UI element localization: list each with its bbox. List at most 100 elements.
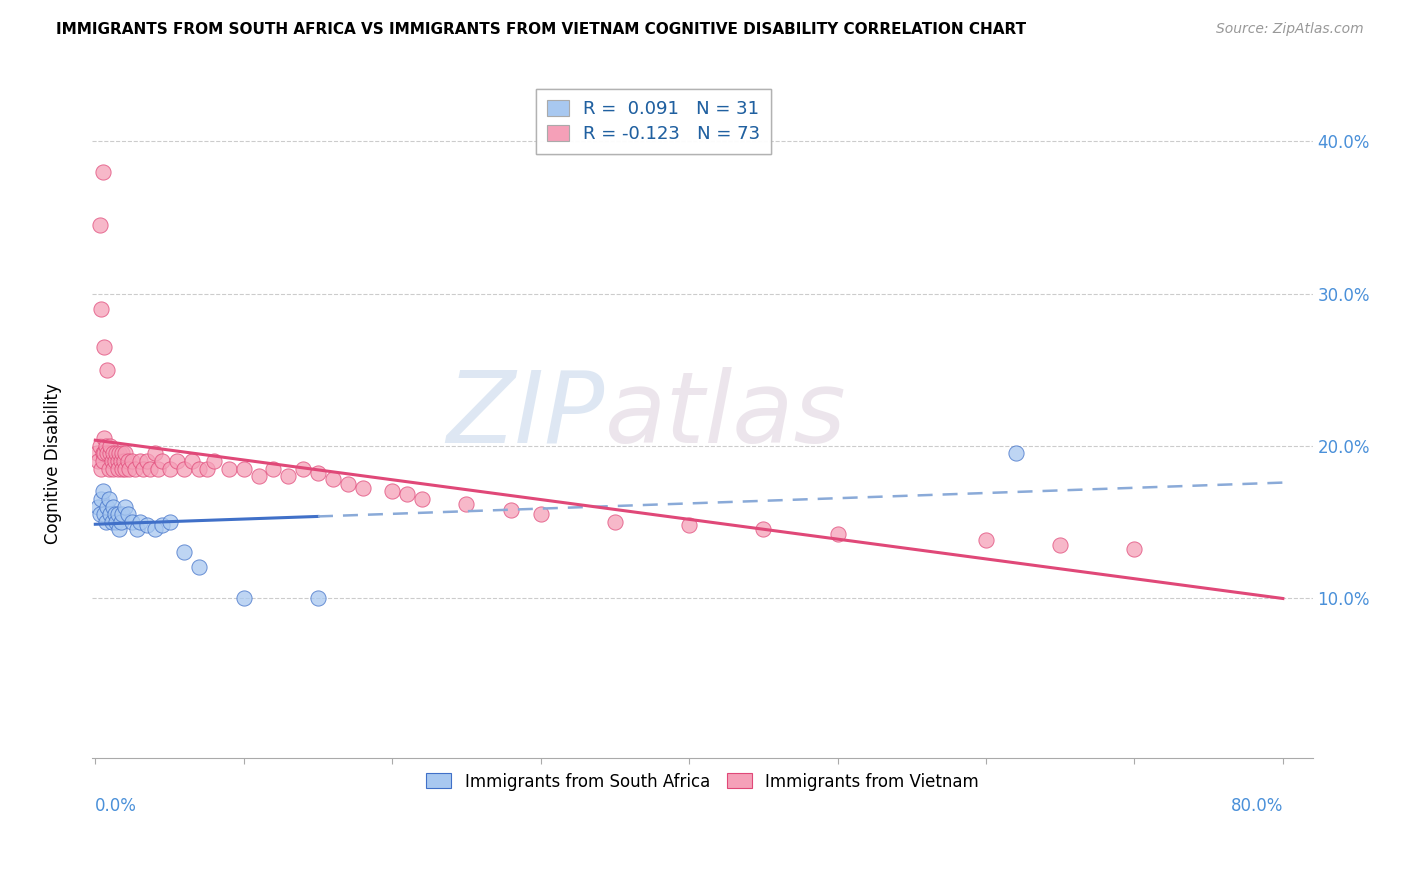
Point — [112, 454, 135, 468]
Point — [101, 500, 124, 514]
Text: 0.0%: 0.0% — [96, 797, 138, 814]
Point — [104, 507, 127, 521]
Text: ZIP: ZIP — [447, 367, 605, 464]
Text: atlas: atlas — [605, 367, 846, 464]
Point — [173, 461, 195, 475]
Point — [202, 454, 225, 468]
Point — [395, 487, 418, 501]
Point — [139, 461, 162, 475]
Point — [232, 461, 254, 475]
Point — [292, 461, 315, 475]
Point — [96, 446, 118, 460]
Point — [91, 165, 114, 179]
Point — [1004, 446, 1026, 460]
Point — [143, 523, 166, 537]
Point — [100, 454, 122, 468]
Point — [1049, 538, 1071, 552]
Point — [307, 466, 329, 480]
Point — [188, 560, 211, 574]
Point — [89, 439, 111, 453]
Point — [111, 507, 134, 521]
Point — [381, 484, 404, 499]
Point — [232, 591, 254, 605]
Point — [107, 454, 129, 468]
Point — [97, 461, 120, 475]
Point — [86, 446, 108, 460]
Point — [100, 515, 122, 529]
Point — [159, 515, 181, 529]
Point — [307, 591, 329, 605]
Point — [336, 476, 359, 491]
Point — [111, 461, 134, 475]
Text: Source: ZipAtlas.com: Source: ZipAtlas.com — [1216, 22, 1364, 37]
Point — [93, 507, 115, 521]
Text: Cognitive Disability: Cognitive Disability — [45, 384, 62, 544]
Point — [121, 515, 143, 529]
Point — [117, 454, 139, 468]
Point — [91, 484, 114, 499]
Point — [136, 517, 159, 532]
Point — [105, 446, 128, 460]
Point — [195, 461, 218, 475]
Point — [827, 527, 849, 541]
Point — [87, 454, 110, 468]
Point — [87, 500, 110, 514]
Text: IMMIGRANTS FROM SOUTH AFRICA VS IMMIGRANTS FROM VIETNAM COGNITIVE DISABILITY COR: IMMIGRANTS FROM SOUTH AFRICA VS IMMIGRAN… — [56, 22, 1026, 37]
Point — [93, 340, 115, 354]
Point — [91, 446, 114, 460]
Point — [114, 500, 136, 514]
Point — [411, 491, 433, 506]
Point — [128, 454, 150, 468]
Point — [150, 454, 173, 468]
Point — [89, 507, 111, 521]
Point — [125, 523, 148, 537]
Point — [98, 507, 121, 521]
Point — [96, 500, 118, 514]
Point — [90, 491, 112, 506]
Point — [322, 472, 344, 486]
Point — [456, 497, 478, 511]
Point — [107, 461, 129, 475]
Point — [678, 517, 700, 532]
Point — [98, 446, 121, 460]
Point — [218, 461, 240, 475]
Point — [146, 461, 169, 475]
Point — [98, 439, 121, 453]
Point — [94, 439, 117, 453]
Point — [352, 481, 374, 495]
Point — [499, 502, 522, 516]
Legend: R =  0.091   N = 31, R = -0.123   N = 73: R = 0.091 N = 31, R = -0.123 N = 73 — [536, 89, 770, 154]
Point — [110, 454, 132, 468]
Point — [121, 454, 143, 468]
Point — [117, 507, 139, 521]
Point — [166, 454, 188, 468]
Point — [108, 523, 131, 537]
Point — [752, 523, 775, 537]
Point — [104, 454, 127, 468]
Text: 80.0%: 80.0% — [1230, 797, 1282, 814]
Point — [97, 491, 120, 506]
Point — [173, 545, 195, 559]
Point — [262, 461, 284, 475]
Point — [143, 446, 166, 460]
Point — [101, 461, 124, 475]
Point — [603, 515, 626, 529]
Point — [111, 446, 134, 460]
Point — [974, 533, 997, 547]
Point — [93, 446, 115, 460]
Point — [188, 461, 211, 475]
Point — [107, 507, 129, 521]
Point — [128, 515, 150, 529]
Point — [108, 446, 131, 460]
Point — [114, 461, 136, 475]
Point — [530, 507, 553, 521]
Point — [150, 517, 173, 532]
Point — [91, 454, 114, 468]
Point — [101, 446, 124, 460]
Point — [180, 454, 202, 468]
Point — [93, 431, 115, 445]
Point — [90, 301, 112, 316]
Point — [132, 461, 155, 475]
Point — [247, 469, 270, 483]
Point — [118, 461, 141, 475]
